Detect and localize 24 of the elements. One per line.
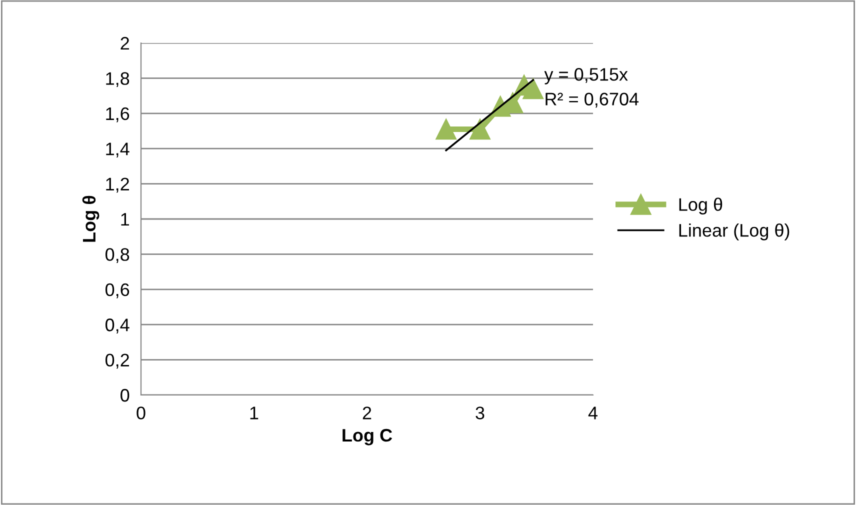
point	[436, 118, 457, 140]
y-tick-label: 2	[120, 36, 129, 50]
y-tick-label: 1,8	[106, 72, 130, 88]
x-tick-label: 4	[588, 406, 598, 420]
y-tick-label: 1	[121, 213, 130, 226]
x-tick-label: 0	[136, 406, 146, 420]
x-axis-title: Log C	[342, 428, 392, 446]
legend-label: Linear (Log θ)	[679, 224, 790, 240]
y-tick-label: 1,6	[106, 107, 130, 122]
y-tick-label: 0,6	[105, 283, 130, 298]
x-tick-label: 3	[476, 406, 484, 420]
y-tick-label: 0,2	[105, 354, 129, 369]
y-tick-label: 0,4	[105, 318, 130, 334]
y-tick-label: 0	[120, 388, 130, 402]
y-axis-title: Log θ	[82, 196, 100, 242]
y-tick-label: 0,8	[105, 248, 130, 264]
x-tick-label: 1	[250, 406, 258, 420]
y-tick-label: 1,2	[106, 178, 129, 193]
point	[522, 78, 544, 100]
legend-label: Log θ	[679, 198, 722, 214]
annotation: y = 0,515x R² = 0,6704	[544, 68, 639, 108]
point	[470, 118, 490, 140]
x-tick-label: 2	[362, 406, 372, 420]
y-tick-label: 1,4	[106, 142, 130, 158]
